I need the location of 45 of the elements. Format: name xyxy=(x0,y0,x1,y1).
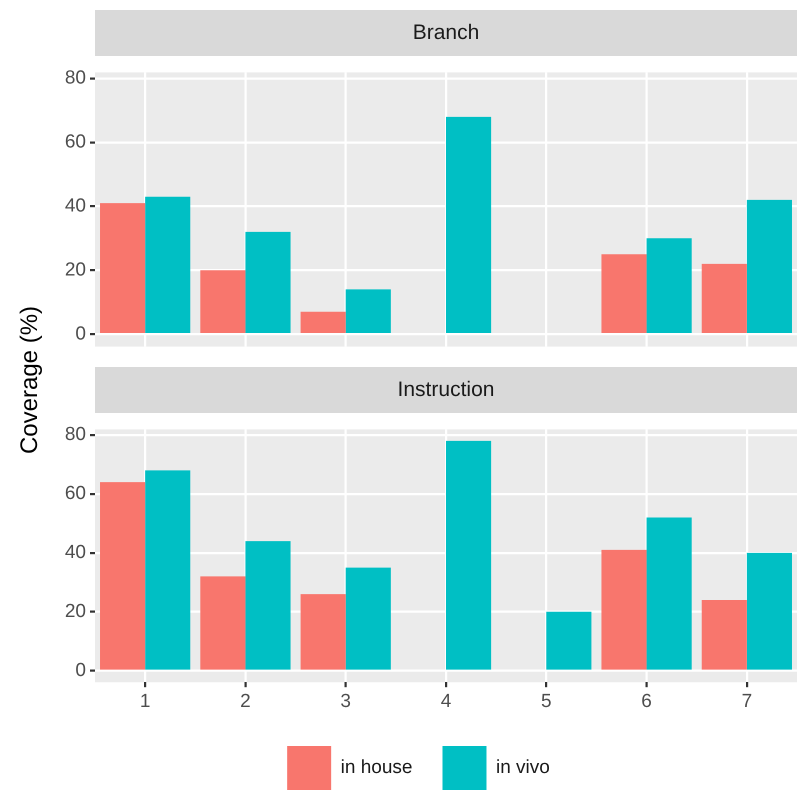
bar xyxy=(746,200,792,334)
y-tick-label: 60 xyxy=(64,132,86,153)
y-tick-label: 20 xyxy=(64,601,86,622)
bar xyxy=(446,440,492,670)
bar xyxy=(145,196,190,334)
bar xyxy=(145,470,190,670)
y-tick-label: 0 xyxy=(75,660,86,681)
bar xyxy=(346,568,391,670)
y-axis-title: Coverage (%) xyxy=(16,306,44,454)
x-tick-label: 2 xyxy=(240,690,251,712)
bar xyxy=(446,116,492,334)
bar xyxy=(245,232,291,334)
legend-label: in vivo xyxy=(496,757,550,778)
chart-title: Branch xyxy=(95,10,797,56)
x-tick-label: 4 xyxy=(440,690,452,712)
bar xyxy=(346,289,391,334)
y-tick-label: 80 xyxy=(64,68,86,89)
bar xyxy=(245,541,291,670)
y-tick-label: 0 xyxy=(75,323,86,344)
y-tick-label: 40 xyxy=(64,542,86,564)
bar xyxy=(300,312,346,334)
bar xyxy=(746,552,792,670)
y-tick-label: 40 xyxy=(64,196,86,217)
bar xyxy=(546,612,592,670)
x-tick-label: 5 xyxy=(540,690,552,712)
y-tick-label: 80 xyxy=(64,424,86,446)
bar xyxy=(100,482,146,670)
bar xyxy=(601,254,647,334)
x-tick-label: 7 xyxy=(742,690,752,712)
x-tick-label: 3 xyxy=(340,690,352,712)
bar xyxy=(601,550,647,670)
bar xyxy=(646,238,692,334)
bar xyxy=(702,600,747,670)
x-tick-label: 6 xyxy=(641,690,652,712)
bar xyxy=(200,576,246,670)
bar xyxy=(100,203,146,334)
bar xyxy=(702,264,747,334)
bar xyxy=(300,594,346,670)
chart-title: Instruction xyxy=(95,367,797,413)
x-tick-label: 1 xyxy=(140,690,150,712)
bar xyxy=(646,517,692,670)
y-tick-label: 60 xyxy=(64,483,86,504)
y-tick-label: 20 xyxy=(64,259,86,280)
legend-label: in house xyxy=(340,757,412,778)
bar xyxy=(200,270,246,334)
